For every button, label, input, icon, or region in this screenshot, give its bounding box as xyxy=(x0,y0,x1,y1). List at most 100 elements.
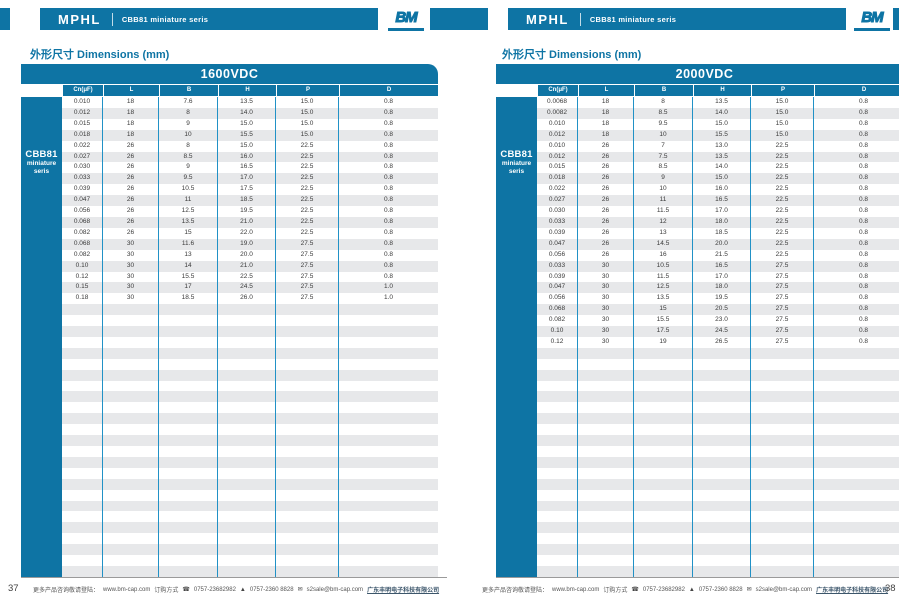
table-cell: 10 xyxy=(159,129,218,141)
table-row xyxy=(62,380,438,392)
table-cell xyxy=(751,544,814,556)
table-cell: 18 xyxy=(103,107,159,119)
table-cell: 18.0 xyxy=(693,282,751,294)
table-cell xyxy=(537,347,578,359)
table-cell xyxy=(62,522,103,534)
header-connector-block xyxy=(430,8,450,30)
table-cell: 0.056 xyxy=(537,293,578,305)
table-cell xyxy=(276,456,339,468)
table-cell: 22.5 xyxy=(276,216,339,228)
table-cell: 13.5 xyxy=(634,293,693,305)
table-cell xyxy=(814,490,899,501)
table-cell xyxy=(276,544,339,556)
table-cell xyxy=(634,391,693,403)
table-cell: 0.8 xyxy=(858,152,869,160)
table-cell: 19 xyxy=(634,336,693,348)
table-cell: 0.018 xyxy=(537,173,578,185)
table-cell xyxy=(276,326,339,337)
table-cell xyxy=(103,456,159,468)
table-cell: 0.8 xyxy=(858,163,869,171)
table-cell: 18 xyxy=(578,129,634,141)
table-row xyxy=(62,369,438,381)
table-cell xyxy=(276,533,339,545)
table-cell: 0.039 xyxy=(62,184,103,196)
table-row: 0.082 30 15.5 23.0 27.5 0.8 xyxy=(537,315,899,327)
table-cell: 8.5 xyxy=(159,151,218,163)
footer-website-link[interactable]: www.bm-cap.com xyxy=(552,586,600,593)
column-header-d: D xyxy=(339,85,438,96)
fax-icon: ▲ xyxy=(239,586,246,593)
table-cell: 27.5 xyxy=(751,304,814,316)
table-row: 0.18 30 18.5 26.0 27.5 1.0 xyxy=(62,293,438,305)
table-cell: 26 xyxy=(578,162,634,174)
table-cell xyxy=(159,435,218,446)
table-cell xyxy=(276,500,339,512)
table-row xyxy=(62,358,438,370)
footer-email-link[interactable]: s2sale@bm-cap.com xyxy=(755,586,813,593)
footer-rule xyxy=(496,577,899,578)
table-cell: 0.030 xyxy=(537,206,578,217)
table-cell xyxy=(62,544,103,556)
table-cell: 17.0 xyxy=(693,271,751,283)
footer-email-link[interactable]: s2sale@bm-cap.com xyxy=(306,586,364,593)
table-cell: 0.8 xyxy=(858,316,869,324)
table-cell: 0.8 xyxy=(383,261,394,269)
column-header-l: L xyxy=(578,85,634,96)
table-cell xyxy=(693,424,751,436)
table-cell xyxy=(159,402,218,414)
table-cell: 27.5 xyxy=(276,249,339,261)
table-cell: 14.0 xyxy=(693,162,751,174)
table-cell xyxy=(634,522,693,534)
table-cell xyxy=(693,467,751,479)
table-cell xyxy=(62,446,103,457)
series-title: CBB81 miniature seris xyxy=(121,14,209,24)
table-cell: 0.8 xyxy=(858,283,869,291)
table-cell: 18 xyxy=(578,107,634,119)
table-cell xyxy=(276,565,339,577)
footer-website-link[interactable]: www.bm-cap.com xyxy=(103,586,151,593)
table-cell xyxy=(103,522,159,534)
table-cell: 20.0 xyxy=(693,238,751,250)
page-number: 37 xyxy=(8,583,19,594)
table-cell: 11.6 xyxy=(159,238,218,250)
table-cell xyxy=(276,555,339,566)
table-cell xyxy=(693,522,751,534)
header-spacer xyxy=(21,85,62,96)
table-cell xyxy=(218,544,276,556)
table-row xyxy=(537,424,899,436)
table-cell: 0.010 xyxy=(537,118,578,130)
table-cell xyxy=(693,565,751,577)
side-label-series: CBB81 xyxy=(500,149,533,160)
table-cell: 22.5 xyxy=(276,173,339,185)
table-cell xyxy=(159,500,218,512)
table-cell: 0.8 xyxy=(383,163,394,171)
table-cell xyxy=(339,511,438,522)
table-cell xyxy=(62,413,103,425)
table-cell: 0.8 xyxy=(858,108,869,116)
table-cell xyxy=(339,370,438,381)
table-cell: 13.0 xyxy=(693,140,751,152)
table-cell xyxy=(537,511,578,523)
table-cell: 30 xyxy=(578,271,634,283)
table-cell: 0.068 xyxy=(537,304,578,316)
footer-order-label: 订购方式 xyxy=(603,588,628,594)
table-cell xyxy=(537,522,578,534)
mail-icon: ✉ xyxy=(746,587,752,593)
table-cell xyxy=(751,380,814,392)
table-cell xyxy=(339,413,438,424)
table-cell xyxy=(751,402,814,414)
table-cell xyxy=(578,413,634,425)
table-row xyxy=(537,380,899,392)
fax-icon: ▲ xyxy=(688,586,695,593)
table-cell xyxy=(578,347,634,359)
table-cell xyxy=(634,456,693,468)
table-cell xyxy=(537,446,578,457)
table-cell: 15.0 xyxy=(693,173,751,185)
table-row xyxy=(62,435,438,446)
table-cell: 0.030 xyxy=(62,162,103,174)
table-title: 1600VDC xyxy=(21,64,438,84)
header-band: MPHL CBB81 miniature seris xyxy=(508,8,846,30)
table-cell: 26 xyxy=(578,227,634,239)
table-cell xyxy=(218,435,276,446)
table-row: 0.018 18 10 15.5 15.0 0.8 xyxy=(62,129,438,141)
